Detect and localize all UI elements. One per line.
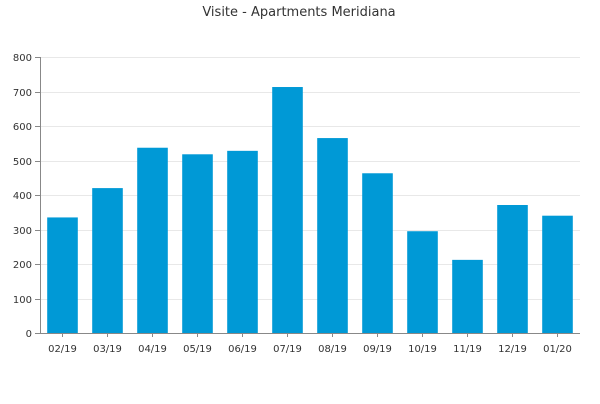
x-tick-label: 02/19 (48, 344, 77, 355)
bar (317, 138, 348, 333)
y-tick-label: 600 (13, 122, 32, 133)
x-tick-label: 04/19 (138, 344, 167, 355)
bar (362, 173, 393, 333)
bar (92, 188, 123, 333)
bar (542, 215, 573, 333)
x-tick-label: 10/19 (408, 344, 437, 355)
grid-lines (40, 57, 580, 300)
y-tick-label: 0 (26, 329, 32, 340)
bars (47, 87, 573, 334)
bar (272, 87, 303, 334)
x-tick-label: 11/19 (453, 344, 482, 355)
x-tick-labels: 02/19 03/19 04/19 05/19 06/19 07/19 08/19 09/19… (48, 344, 572, 355)
bar (407, 231, 438, 333)
y-tick-labels: 0 100 200 300 400 500 600 700 800 (13, 53, 32, 340)
bar (497, 205, 528, 333)
y-tick-label: 400 (13, 191, 32, 202)
y-tick-label: 700 (13, 88, 32, 99)
x-tick-label: 01/20 (543, 344, 572, 355)
y-tick-label: 800 (13, 53, 32, 64)
y-tick-label: 300 (13, 226, 32, 237)
y-tick-label: 500 (13, 157, 32, 168)
x-tick-label: 12/19 (498, 344, 527, 355)
axes (35, 57, 580, 337)
x-tick-label: 06/19 (228, 344, 257, 355)
chart-title: Visite - Apartments Meridiana (202, 5, 395, 20)
x-tick-label: 03/19 (93, 344, 122, 355)
bar (137, 147, 168, 333)
x-tick-label: 09/19 (363, 344, 392, 355)
bar (452, 259, 483, 333)
x-tick-label: 08/19 (318, 344, 347, 355)
x-tick-label: 05/19 (183, 344, 212, 355)
y-tick-label: 200 (13, 260, 32, 271)
x-tick-label: 07/19 (273, 344, 302, 355)
bar (227, 150, 258, 333)
bar (47, 217, 78, 333)
y-tick-label: 100 (13, 295, 32, 306)
bar (182, 154, 213, 333)
